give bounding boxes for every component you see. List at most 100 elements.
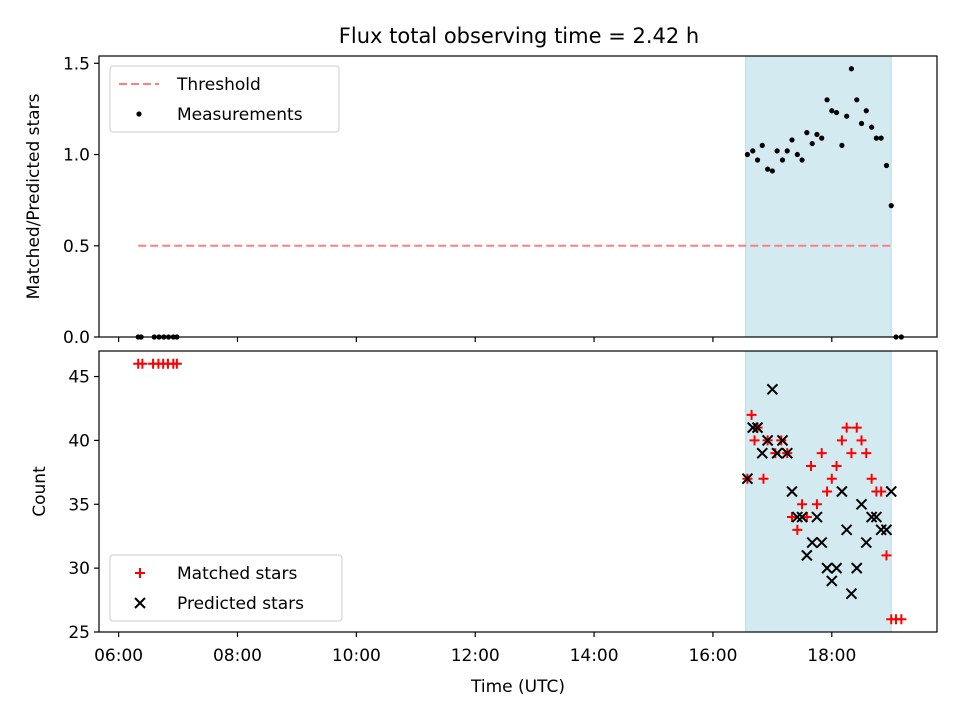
predicted-stars-point [776,434,789,447]
matched-stars-point [797,499,808,510]
matched-stars-point [806,460,817,471]
matched-stars-point [137,358,148,369]
measurement-point [750,148,756,154]
x-tick-label: 16:00 [688,646,737,666]
x-tick-label: 10:00 [332,646,381,666]
measurement-point [839,142,845,149]
y-tick-label: 0.5 [63,237,90,257]
predicted-stars-point [815,536,828,549]
matched-stars-point [746,409,757,420]
predicted-stars-point [791,511,804,523]
y-tick-label: 0.0 [63,328,90,348]
predicted-stars-point [811,511,823,523]
measurement-point [759,142,765,149]
legend: Matched stars Predicted stars [109,554,343,622]
matched-stars-point [822,486,833,497]
y-tick-label: 35 [68,495,90,515]
matched-stars-point [876,486,887,497]
predicted-stars-point [845,587,858,600]
measurement-point [824,97,830,103]
legend-label: Measurements [177,105,303,125]
bottom-panel: 25 30 35 40 45 06:00 08:00 10:00 12:00 14:00 16:00… [30,350,938,697]
x-axis-label: Time (UTC) [470,677,565,697]
measurement-point [863,108,869,114]
measurement-point [809,140,815,147]
predicted-stars-point [771,447,783,459]
predicted-stars-point [751,421,764,434]
legend-swatch-predicted [134,597,146,609]
legend-label: Matched stars [177,564,297,584]
predicted-stars-point [766,383,779,396]
y-axis-label: Count [30,466,50,517]
matched-stars-point [801,512,812,523]
predicted-stars-point [747,421,759,434]
measurement-point [869,124,875,130]
measurement-point [858,120,865,127]
measurement-point [779,157,786,163]
predicted-stars-point [830,562,843,574]
measurement-point [814,131,820,138]
y-tick-label: 1.5 [63,54,90,74]
measurement-point [769,168,775,174]
matched-stars-point [866,473,877,484]
legend-frame [109,65,340,133]
measurement-point [794,151,800,158]
matched-stars-point [792,524,803,535]
y-tick-label: 45 [68,368,90,388]
measurement-point [774,148,780,154]
predicted-stars-point [855,498,868,510]
x-tick-label: 08:00 [213,646,262,666]
observing-span-shade [745,55,892,338]
predicted-stars-point [821,562,833,574]
legend-frame [109,554,343,622]
predicted-stars-point [880,524,893,536]
predicted-stars-point [741,473,754,485]
axes-frame [98,55,938,338]
measurement-point [789,137,795,143]
predicted-stars-point [756,447,768,459]
predicted-stars-point [860,536,872,549]
predicted-stars-point [806,536,818,549]
matched-stars-point [816,448,827,459]
matched-stars-point [851,422,862,433]
matched-stars-point [861,448,872,459]
matched-stars-point [811,499,822,510]
axes-frame [98,350,938,633]
measurement-point [784,148,790,154]
predicted-stars-point [781,447,793,459]
predicted-stars-point [801,549,813,562]
top-panel: 0.0 0.5 1.0 1.5 Matched/Predicted stars Thres… [24,54,938,348]
y-tick-label: 40 [68,431,90,451]
matched-stars-point [836,435,847,446]
measurement-point [854,97,860,103]
x-tick-label: 06:00 [94,646,143,666]
measurement-point [804,130,810,136]
matched-stars-point [896,614,907,625]
y-tick-label: 1.0 [63,146,90,166]
matched-stars-point [826,473,837,484]
matched-stars-point [171,358,182,369]
measurement-point [819,135,825,141]
predicted-stars-point [786,485,798,498]
legend: Threshold Measurements [109,65,340,133]
measurement-point [799,157,805,163]
measurement-point [765,166,771,172]
predicted-stars-point [865,511,878,523]
matched-stars-point [749,435,760,446]
measurement-point [888,203,894,209]
matched-stars-point [786,512,797,523]
predicted-stars-point [870,511,883,523]
x-tick-label: 18:00 [807,646,856,666]
matched-stars-point [770,448,781,459]
y-axis-label: Matched/Predicted stars [24,93,44,299]
y-tick-label: 30 [68,559,90,579]
legend-label: Threshold [176,75,261,95]
legend-label: Predicted stars [177,594,304,614]
predicted-stars-point [885,485,897,498]
legend-swatch-measurements [136,111,142,117]
matched-stars-point [841,422,852,433]
measurement-point [878,135,884,141]
measurement-point [833,109,840,116]
matched-stars-point [856,435,867,446]
